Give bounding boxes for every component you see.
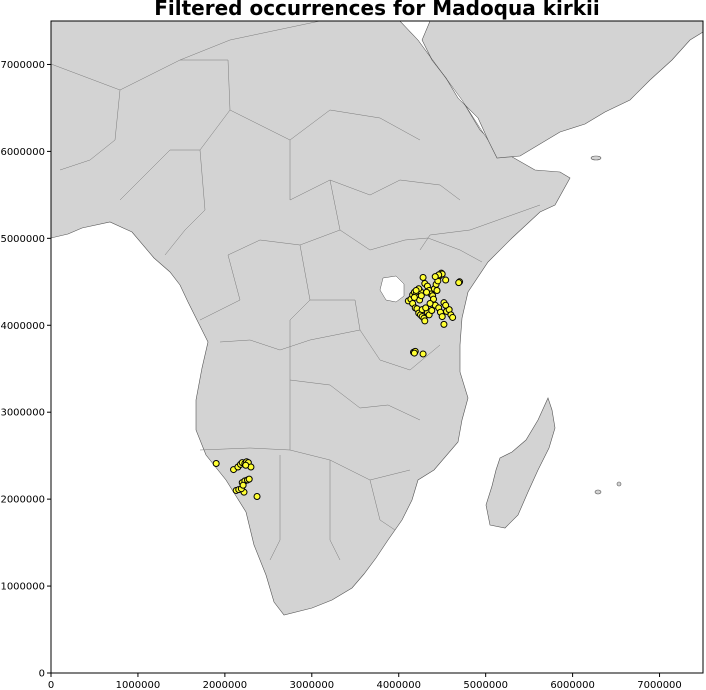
occurrence-points bbox=[212, 269, 464, 501]
y-tick-label: 3000000 bbox=[0, 408, 45, 419]
occurrence-point bbox=[419, 350, 427, 358]
occurrence-point bbox=[253, 493, 261, 501]
occurrence-point bbox=[239, 481, 247, 489]
chart-title: Filtered occurrences for Madoqua kirkii bbox=[154, 0, 599, 20]
island bbox=[616, 481, 622, 487]
island bbox=[594, 489, 602, 495]
occurrence-point bbox=[245, 475, 253, 483]
basemap bbox=[51, 21, 703, 673]
y-tick-label: 4000000 bbox=[0, 321, 45, 332]
x-tick-label: 6000000 bbox=[550, 680, 595, 690]
madagascar bbox=[485, 397, 556, 529]
occurrence-point bbox=[423, 288, 431, 296]
occurrence-point bbox=[433, 286, 441, 294]
occurrence-point bbox=[440, 320, 448, 328]
lake-victoria bbox=[379, 275, 405, 303]
occurrence-point bbox=[442, 301, 450, 309]
occurrence-point bbox=[410, 293, 418, 301]
occurrence-point bbox=[442, 276, 450, 284]
red-sea bbox=[399, 21, 489, 141]
africa-landmass bbox=[51, 21, 571, 616]
occurrence-point bbox=[242, 461, 250, 469]
x-tick-label: 0 bbox=[48, 680, 54, 690]
occurrence-point bbox=[421, 317, 429, 325]
occurrence-point bbox=[426, 300, 434, 308]
x-tick-label: 3000000 bbox=[290, 680, 335, 690]
y-tick-label: 5000000 bbox=[0, 234, 45, 245]
occurrence-point bbox=[455, 279, 463, 287]
x-axis: 0 1000000 2000000 3000000 4000000 5000000 6000… bbox=[48, 673, 682, 690]
y-tick-label: 1000000 bbox=[0, 582, 45, 593]
occurrence-point bbox=[438, 313, 446, 321]
x-tick-label: 7000000 bbox=[637, 680, 682, 690]
occurrence-point bbox=[431, 273, 439, 281]
x-tick-label: 1000000 bbox=[116, 680, 161, 690]
occurrence-point bbox=[412, 286, 420, 294]
plot-frame bbox=[50, 20, 704, 674]
x-tick-label: 5000000 bbox=[463, 680, 508, 690]
y-tick-label: 6000000 bbox=[0, 147, 45, 158]
occurrence-point bbox=[422, 304, 430, 312]
y-axis: 0 1000000 2000000 3000000 4000000 5000000 6000… bbox=[0, 60, 51, 680]
x-tick-label: 4000000 bbox=[376, 680, 421, 690]
occurrence-point bbox=[410, 349, 418, 357]
y-tick-label: 2000000 bbox=[0, 495, 45, 506]
occurrence-point bbox=[449, 313, 457, 321]
occurrence-point bbox=[417, 292, 425, 300]
y-tick-label: 0 bbox=[39, 669, 45, 680]
y-tick-label: 7000000 bbox=[0, 60, 45, 71]
island bbox=[590, 155, 602, 161]
occurrence-point bbox=[212, 459, 220, 467]
occurrence-point bbox=[428, 306, 436, 314]
country-borders bbox=[51, 21, 541, 561]
occurrence-point bbox=[419, 273, 427, 281]
x-tick-label: 2000000 bbox=[203, 680, 248, 690]
